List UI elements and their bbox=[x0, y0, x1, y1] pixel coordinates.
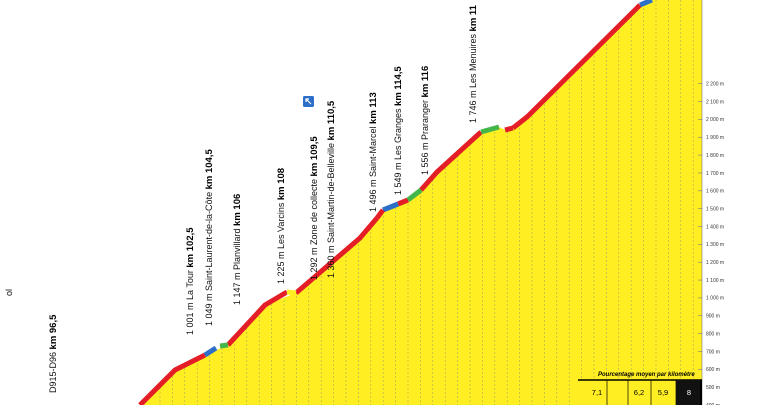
waypoint-name: 1 001 m La Tour bbox=[185, 268, 195, 335]
profile-edge-steep-2 bbox=[226, 289, 289, 347]
gradient-value-1: 7,1 bbox=[592, 388, 602, 397]
profile-edge-flat-2 bbox=[406, 188, 423, 202]
altitude-tick-label: 800 m bbox=[706, 331, 720, 337]
profile-edge-joint bbox=[504, 125, 514, 133]
waypoint-km: km 113 bbox=[368, 92, 379, 124]
altitude-tick-label: 2 100 m bbox=[706, 99, 724, 105]
altitude-tick-label: 2 000 m bbox=[706, 117, 724, 123]
waypoint-km: km 102,5 bbox=[185, 227, 196, 268]
profile-area bbox=[140, 0, 702, 405]
gradient-strip bbox=[578, 379, 702, 405]
waypoint-cut-label: ol bbox=[4, 289, 14, 296]
waypoint-km: km 109,5 bbox=[309, 136, 320, 177]
gradient-value-3: 5,9 bbox=[658, 388, 668, 397]
altitude-tick-label: 1 300 m bbox=[706, 242, 724, 248]
waypoint-label: 1 147 m Planvillard km 106 bbox=[232, 194, 243, 305]
gradient-value-4: 8 bbox=[687, 388, 691, 397]
waypoint-label: 1 360 m Saint-Martin-de-Belleville km 11… bbox=[326, 100, 337, 278]
waypoint-label: 1 549 m Les Granges km 114,5 bbox=[393, 66, 404, 195]
profile-edge-steep-4 bbox=[419, 130, 483, 192]
profile-edge-joint bbox=[375, 208, 385, 220]
waypoint-km: km 110,5 bbox=[326, 100, 337, 140]
profile-edge-descent-3 bbox=[639, 0, 653, 8]
altitude-tick-label: 1 400 m bbox=[706, 224, 724, 230]
gradient-value-2: 6,2 bbox=[634, 388, 644, 397]
waypoint-km: km 108 bbox=[276, 168, 287, 200]
waypoint-labels: D915-D96 km 96,5 1 001 m La Tour km 102,5… bbox=[48, 4, 479, 393]
waypoint-name: 1 147 m Planvillard bbox=[232, 226, 242, 305]
waypoint-label: 1 292 m Zone de collecte km 109,5 bbox=[309, 136, 320, 280]
altitude-tick-label: 1 200 m bbox=[706, 260, 724, 266]
waypoint-label: 1 746 m Les Menuires km 11 bbox=[468, 4, 479, 123]
profile-edge-flat-1 bbox=[219, 342, 229, 349]
waypoint-km: km 11 bbox=[468, 4, 479, 31]
altitude-tick-label: 1 000 m bbox=[706, 296, 724, 302]
altitude-tick-label: 500 m bbox=[706, 385, 720, 391]
waypoint-km: km 104,5 bbox=[204, 149, 215, 190]
profile-edge-steep-6 bbox=[397, 197, 409, 207]
altitude-tick-label: 1 900 m bbox=[706, 135, 724, 141]
waypoint-label: 1 556 m Praranger km 116 bbox=[420, 66, 431, 175]
profile-edge-descent-1 bbox=[203, 345, 218, 358]
waypoint-label: 1 496 m Saint-Marcel km 113 bbox=[368, 92, 379, 212]
altitude-tick-label: 1 500 m bbox=[706, 206, 724, 212]
altitude-tick-label: 1 700 m bbox=[706, 171, 724, 177]
profile-edge-steep-5 bbox=[511, 3, 642, 130]
waypoint-km: km 116 bbox=[420, 66, 431, 98]
profile-edge-flat-3 bbox=[480, 124, 500, 135]
feed-zone-icon bbox=[303, 96, 314, 107]
profile-edge-steep-1 bbox=[138, 352, 207, 407]
waypoint-name: 1 292 m Zone de collecte bbox=[309, 176, 319, 280]
waypoint-km: km 96,5 bbox=[48, 314, 59, 350]
profile-edge-joint bbox=[286, 289, 297, 296]
profile-edge-steep-3 bbox=[294, 216, 379, 295]
waypoint-label: D915-D96 km 96,5 bbox=[48, 314, 59, 393]
altitude-tick-label: 900 m bbox=[706, 314, 720, 320]
waypoint-name: 1 049 m Saint-Laurent-de-la-Côte bbox=[204, 189, 214, 326]
waypoint-label: 1 049 m Saint-Laurent-de-la-Côte km 104,… bbox=[204, 149, 215, 326]
waypoint-km: km 114,5 bbox=[393, 66, 404, 106]
altitude-tick-label: 700 m bbox=[706, 349, 720, 355]
altitude-tick-label: 600 m bbox=[706, 367, 720, 373]
gradient-note: Pourcentage moyen par kilomètre bbox=[598, 372, 695, 378]
profile-edge-descent-2 bbox=[382, 201, 399, 213]
waypoint-name: 1 496 m Saint-Marcel bbox=[368, 124, 378, 212]
waypoint-km: km 106 bbox=[232, 194, 243, 226]
waypoint-name: 1 556 m Praranger bbox=[420, 97, 430, 175]
waypoint-name: D915-D96 bbox=[48, 349, 58, 393]
waypoint-label: 1 225 m Les Varcins km 108 bbox=[276, 168, 287, 284]
altitude-tick-label: 2 200 m bbox=[706, 82, 724, 88]
waypoint-name: 1 225 m Les Varcins bbox=[276, 200, 286, 284]
altitude-tick-label: 1 100 m bbox=[706, 278, 724, 284]
waypoint-name: 1 549 m Les Granges bbox=[393, 106, 403, 195]
altitude-tick-label: 1 800 m bbox=[706, 153, 724, 159]
waypoint-label: 1 001 m La Tour km 102,5 bbox=[185, 227, 196, 335]
altitude-tick-label: 1 600 m bbox=[706, 189, 724, 195]
waypoint-name: 1 746 m Les Menuires bbox=[468, 31, 478, 123]
waypoint-name: 1 360 m Saint-Martin-de-Belleville bbox=[326, 140, 336, 278]
